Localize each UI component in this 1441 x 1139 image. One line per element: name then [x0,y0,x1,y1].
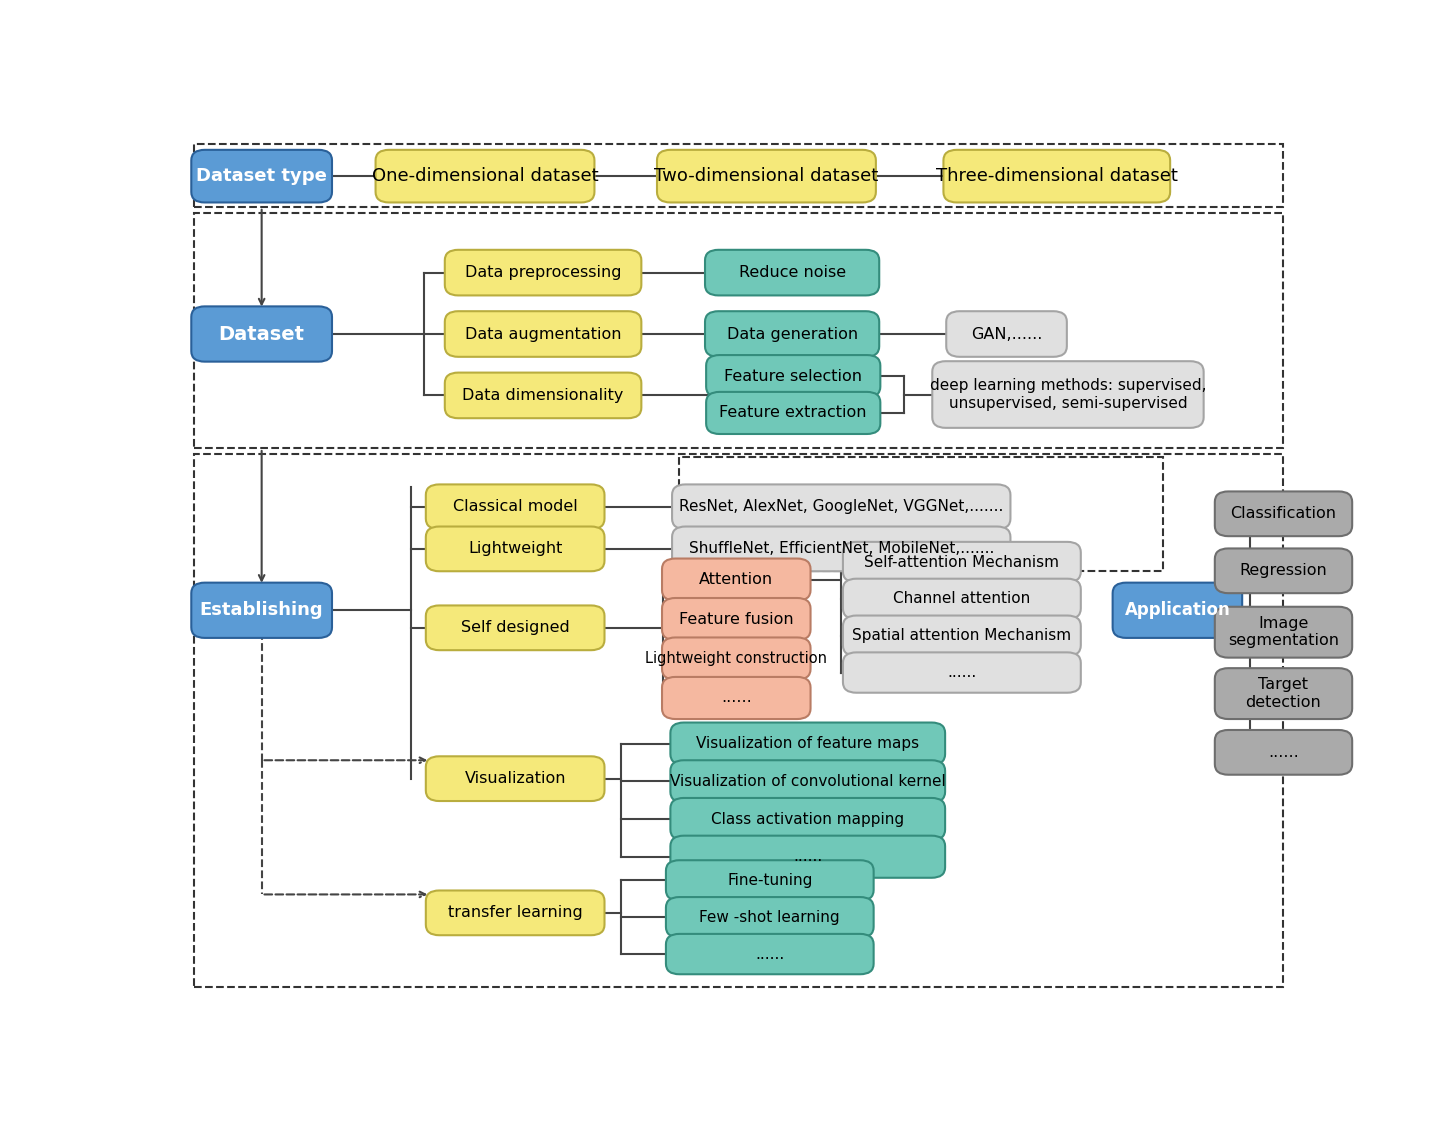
Text: Regression: Regression [1239,564,1327,579]
Text: One-dimensional dataset: One-dimensional dataset [372,167,598,186]
FancyBboxPatch shape [932,361,1203,428]
Text: ......: ...... [720,690,752,705]
FancyBboxPatch shape [670,722,945,764]
FancyBboxPatch shape [1215,549,1352,593]
Text: Self-attention Mechanism: Self-attention Mechanism [865,555,1059,570]
Text: ResNet, AlexNet, GoogleNet, VGGNet,.......: ResNet, AlexNet, GoogleNet, VGGNet,.....… [679,499,1003,515]
Text: deep learning methods: supervised,
unsupervised, semi-supervised: deep learning methods: supervised, unsup… [929,378,1206,411]
FancyBboxPatch shape [661,558,810,600]
FancyBboxPatch shape [666,860,873,901]
FancyBboxPatch shape [666,898,873,937]
Text: Fine-tuning: Fine-tuning [728,872,813,888]
FancyBboxPatch shape [427,606,605,650]
FancyBboxPatch shape [1215,491,1352,536]
Text: Classical model: Classical model [452,499,578,515]
Text: Class activation mapping: Class activation mapping [712,811,905,827]
FancyBboxPatch shape [670,798,945,841]
Text: Visualization of convolutional kernel: Visualization of convolutional kernel [670,773,945,789]
FancyBboxPatch shape [706,355,880,398]
FancyBboxPatch shape [192,583,331,638]
Text: Attention: Attention [699,572,774,587]
FancyBboxPatch shape [192,306,331,362]
FancyBboxPatch shape [843,579,1081,620]
FancyBboxPatch shape [672,526,1010,572]
FancyBboxPatch shape [670,836,945,878]
Text: Three-dimensional dataset: Three-dimensional dataset [935,167,1177,186]
Text: Channel attention: Channel attention [893,591,1030,606]
Text: ShuffleNet, EfficientNet, MobileNet,.......: ShuffleNet, EfficientNet, MobileNet,....… [689,541,994,556]
Text: Data generation: Data generation [726,327,857,342]
FancyBboxPatch shape [672,484,1010,530]
Text: Classification: Classification [1231,507,1336,522]
Text: Visualization of feature maps: Visualization of feature maps [696,736,919,751]
FancyBboxPatch shape [427,484,605,530]
FancyBboxPatch shape [376,150,595,203]
Text: Few -shot learning: Few -shot learning [699,910,840,925]
FancyBboxPatch shape [661,677,810,719]
Text: Two-dimensional dataset: Two-dimensional dataset [654,167,879,186]
FancyBboxPatch shape [843,542,1081,582]
Text: Application: Application [1124,601,1231,620]
FancyBboxPatch shape [1215,669,1352,719]
Text: Spatial attention Mechanism: Spatial attention Mechanism [852,629,1072,644]
FancyBboxPatch shape [427,756,605,801]
Text: Data augmentation: Data augmentation [465,327,621,342]
FancyBboxPatch shape [1112,583,1242,638]
Text: ......: ...... [1268,745,1298,760]
Text: Image
segmentation: Image segmentation [1228,616,1339,648]
FancyBboxPatch shape [705,249,879,295]
Text: Reduce noise: Reduce noise [739,265,846,280]
Text: ......: ...... [947,665,977,680]
Text: Data preprocessing: Data preprocessing [465,265,621,280]
Text: ......: ...... [755,947,784,961]
FancyBboxPatch shape [705,311,879,357]
Text: GAN,......: GAN,...... [971,327,1042,342]
FancyBboxPatch shape [445,311,641,357]
Text: Data dimensionality: Data dimensionality [463,388,624,403]
FancyBboxPatch shape [706,392,880,434]
Text: transfer learning: transfer learning [448,906,582,920]
Text: Lightweight: Lightweight [468,541,562,556]
FancyBboxPatch shape [843,653,1081,693]
FancyBboxPatch shape [661,598,810,640]
Text: Dataset type: Dataset type [196,167,327,186]
Text: Feature fusion: Feature fusion [679,612,794,626]
FancyBboxPatch shape [1215,607,1352,657]
Text: Dataset: Dataset [219,325,304,344]
FancyBboxPatch shape [670,760,945,802]
Text: Target
detection: Target detection [1245,678,1321,710]
FancyBboxPatch shape [661,638,810,680]
FancyBboxPatch shape [657,150,876,203]
Text: Lightweight construction: Lightweight construction [646,652,827,666]
Text: Self designed: Self designed [461,621,569,636]
FancyBboxPatch shape [1215,730,1352,775]
Text: Feature extraction: Feature extraction [719,405,867,420]
FancyBboxPatch shape [445,249,641,295]
Text: Establishing: Establishing [200,601,323,620]
FancyBboxPatch shape [947,311,1066,357]
FancyBboxPatch shape [427,891,605,935]
FancyBboxPatch shape [427,526,605,572]
Text: Feature selection: Feature selection [725,369,862,384]
FancyBboxPatch shape [192,150,331,203]
Text: ......: ...... [793,850,823,865]
FancyBboxPatch shape [944,150,1170,203]
Text: Visualization: Visualization [464,771,566,786]
FancyBboxPatch shape [666,934,873,974]
FancyBboxPatch shape [843,615,1081,656]
FancyBboxPatch shape [445,372,641,418]
